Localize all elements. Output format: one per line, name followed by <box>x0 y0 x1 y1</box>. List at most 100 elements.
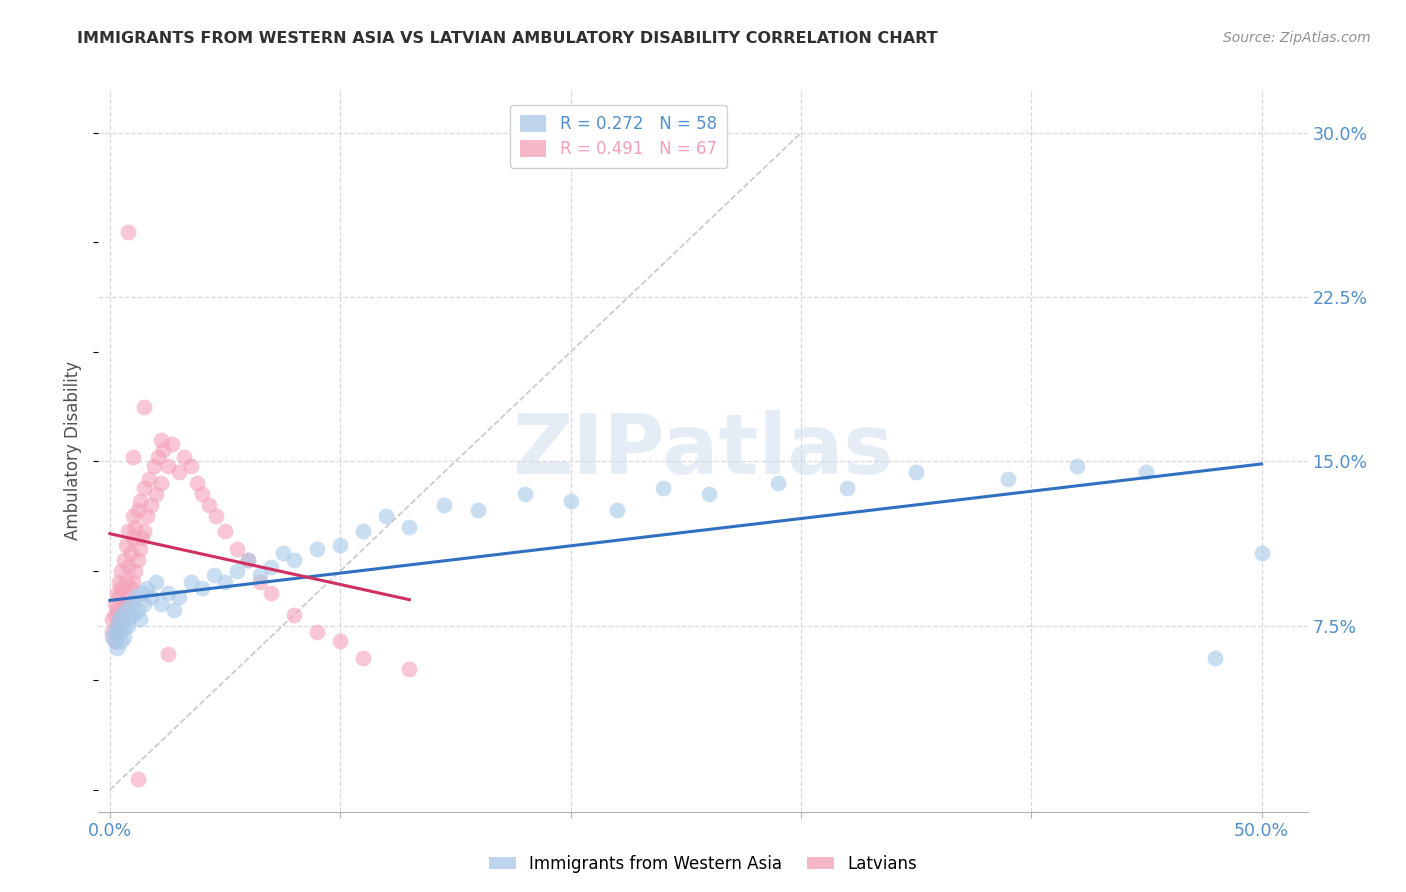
Latvians <box>103 607 125 622</box>
Immigrants from Western Asia <box>202 568 225 582</box>
Immigrants from Western Asia <box>398 520 420 534</box>
Latvians <box>110 564 132 578</box>
Latvians <box>307 625 329 640</box>
Latvians <box>101 625 124 640</box>
Latvians <box>122 574 145 589</box>
Latvians <box>105 586 128 600</box>
Immigrants from Western Asia <box>271 546 294 560</box>
Latvians <box>152 443 174 458</box>
Latvians <box>115 574 138 589</box>
Latvians <box>122 450 145 464</box>
Immigrants from Western Asia <box>163 603 186 617</box>
Latvians <box>225 541 247 556</box>
Immigrants from Western Asia <box>156 586 179 600</box>
Immigrants from Western Asia <box>149 597 172 611</box>
Immigrants from Western Asia <box>108 625 131 640</box>
Legend: Immigrants from Western Asia, Latvians: Immigrants from Western Asia, Latvians <box>482 848 924 880</box>
Latvians <box>186 476 208 491</box>
Immigrants from Western Asia <box>115 603 138 617</box>
Latvians <box>135 509 157 524</box>
Latvians <box>145 487 167 501</box>
Immigrants from Western Asia <box>105 618 128 632</box>
Immigrants from Western Asia <box>112 630 135 644</box>
Latvians <box>115 538 138 552</box>
Latvians <box>205 509 228 524</box>
Immigrants from Western Asia <box>307 541 329 556</box>
Latvians <box>142 458 165 473</box>
Latvians <box>167 466 190 480</box>
Latvians <box>134 481 156 495</box>
Latvians <box>191 487 214 501</box>
Latvians <box>156 647 179 661</box>
Latvians <box>122 509 145 524</box>
Latvians <box>105 618 128 632</box>
Immigrants from Western Asia <box>375 509 398 524</box>
Immigrants from Western Asia <box>141 590 163 604</box>
Text: ZIPatlas: ZIPatlas <box>513 410 893 491</box>
Immigrants from Western Asia <box>997 472 1019 486</box>
Immigrants from Western Asia <box>117 612 139 626</box>
Immigrants from Western Asia <box>329 538 352 552</box>
Immigrants from Western Asia <box>1250 546 1272 560</box>
Latvians <box>101 612 124 626</box>
Immigrants from Western Asia <box>606 502 628 516</box>
Latvians <box>180 458 202 473</box>
Immigrants from Western Asia <box>283 553 305 567</box>
Immigrants from Western Asia <box>105 640 128 655</box>
Legend: R = 0.272   N = 58, R = 0.491   N = 67: R = 0.272 N = 58, R = 0.491 N = 67 <box>510 104 727 168</box>
Immigrants from Western Asia <box>128 612 150 626</box>
Immigrants from Western Asia <box>112 621 135 635</box>
Immigrants from Western Asia <box>120 597 142 611</box>
Latvians <box>108 574 131 589</box>
Immigrants from Western Asia <box>214 574 236 589</box>
Immigrants from Western Asia <box>110 607 132 622</box>
Latvians <box>124 520 146 534</box>
Immigrants from Western Asia <box>167 590 190 604</box>
Immigrants from Western Asia <box>1066 458 1088 473</box>
Latvians <box>398 662 420 676</box>
Latvians <box>173 450 195 464</box>
Immigrants from Western Asia <box>513 487 536 501</box>
Y-axis label: Ambulatory Disability: Ambulatory Disability <box>65 361 83 540</box>
Latvians <box>127 502 149 516</box>
Latvians <box>134 524 156 539</box>
Latvians <box>236 553 259 567</box>
Latvians <box>198 498 221 512</box>
Latvians <box>110 612 132 626</box>
Latvians <box>110 582 132 596</box>
Latvians <box>149 433 172 447</box>
Immigrants from Western Asia <box>236 553 259 567</box>
Latvians <box>128 541 150 556</box>
Immigrants from Western Asia <box>697 487 720 501</box>
Latvians <box>148 450 170 464</box>
Latvians <box>352 651 374 665</box>
Immigrants from Western Asia <box>467 502 489 516</box>
Immigrants from Western Asia <box>127 603 149 617</box>
Latvians <box>120 546 142 560</box>
Latvians <box>329 634 352 648</box>
Immigrants from Western Asia <box>108 612 131 626</box>
Latvians <box>149 476 172 491</box>
Latvians <box>122 531 145 545</box>
Immigrants from Western Asia <box>134 597 156 611</box>
Latvians <box>260 586 283 600</box>
Immigrants from Western Asia <box>249 568 271 582</box>
Latvians <box>141 498 163 512</box>
Immigrants from Western Asia <box>110 634 132 648</box>
Immigrants from Western Asia <box>835 481 858 495</box>
Latvians <box>117 590 139 604</box>
Latvians <box>117 559 139 574</box>
Latvians <box>283 607 305 622</box>
Latvians <box>105 603 128 617</box>
Immigrants from Western Asia <box>131 586 153 600</box>
Immigrants from Western Asia <box>260 559 283 574</box>
Immigrants from Western Asia <box>766 476 789 491</box>
Immigrants from Western Asia <box>352 524 374 539</box>
Immigrants from Western Asia <box>124 590 146 604</box>
Text: IMMIGRANTS FROM WESTERN ASIA VS LATVIAN AMBULATORY DISABILITY CORRELATION CHART: IMMIGRANTS FROM WESTERN ASIA VS LATVIAN … <box>77 31 938 46</box>
Immigrants from Western Asia <box>905 466 928 480</box>
Latvians <box>134 400 156 414</box>
Immigrants from Western Asia <box>1135 466 1157 480</box>
Immigrants from Western Asia <box>101 630 124 644</box>
Latvians <box>138 472 160 486</box>
